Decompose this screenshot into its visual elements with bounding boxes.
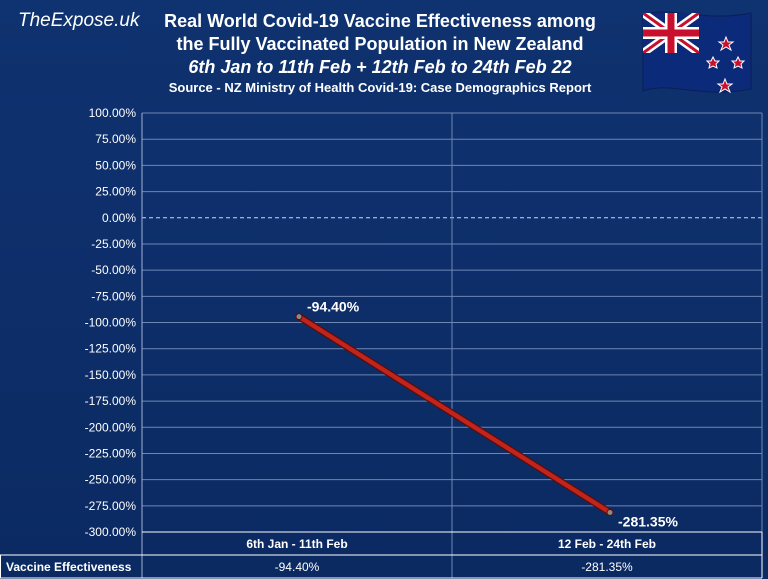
y-tick-label: 75.00%	[95, 132, 136, 146]
chart-title-line1: Real World Covid-19 Vaccine Effectivenes…	[164, 11, 596, 31]
table-row-header: Vaccine Effectiveness	[6, 560, 132, 574]
data-label: -281.35%	[618, 513, 678, 529]
y-tick-label: -100.00%	[85, 316, 137, 330]
y-tick-label: 100.00%	[89, 106, 137, 120]
brand-logo: TheExpose.uk	[18, 10, 140, 31]
y-tick-label: -25.00%	[91, 237, 136, 251]
y-tick-label: -250.00%	[85, 473, 137, 487]
chart-title-line2: the Fully Vaccinated Population in New Z…	[176, 34, 584, 54]
y-tick-label: 25.00%	[95, 185, 136, 199]
x-category-label: 12 Feb - 24th Feb	[558, 537, 656, 551]
new-zealand-flag-icon	[642, 11, 752, 94]
chart-source: Source - NZ Ministry of Health Covid-19:…	[168, 80, 592, 95]
series-line	[296, 314, 613, 515]
y-tick-label: -150.00%	[85, 368, 137, 382]
y-tick-label: 50.00%	[95, 158, 136, 172]
y-tick-label: -200.00%	[85, 420, 137, 434]
y-tick-label: -50.00%	[91, 263, 136, 277]
y-tick-label: -225.00%	[85, 446, 137, 460]
chart-subtitle: 6th Jan to 11th Feb + 12th Feb to 24th F…	[188, 57, 572, 77]
x-category-label: 6th Jan - 11th Feb	[246, 537, 347, 551]
table-cell: -94.40%	[275, 560, 320, 574]
y-tick-label: -175.00%	[85, 394, 137, 408]
data-point	[606, 508, 614, 516]
title-block: Real World Covid-19 Vaccine Effectivenes…	[130, 10, 630, 97]
data-point	[295, 313, 303, 321]
data-label: -94.40%	[307, 299, 360, 315]
y-tick-label: -125.00%	[85, 342, 137, 356]
y-tick-label: -300.00%	[85, 525, 137, 539]
y-tick-label: -275.00%	[85, 499, 137, 513]
y-tick-label: -75.00%	[91, 289, 136, 303]
y-tick-label: 0.00%	[102, 211, 136, 225]
table-cell: -281.35%	[581, 560, 633, 574]
